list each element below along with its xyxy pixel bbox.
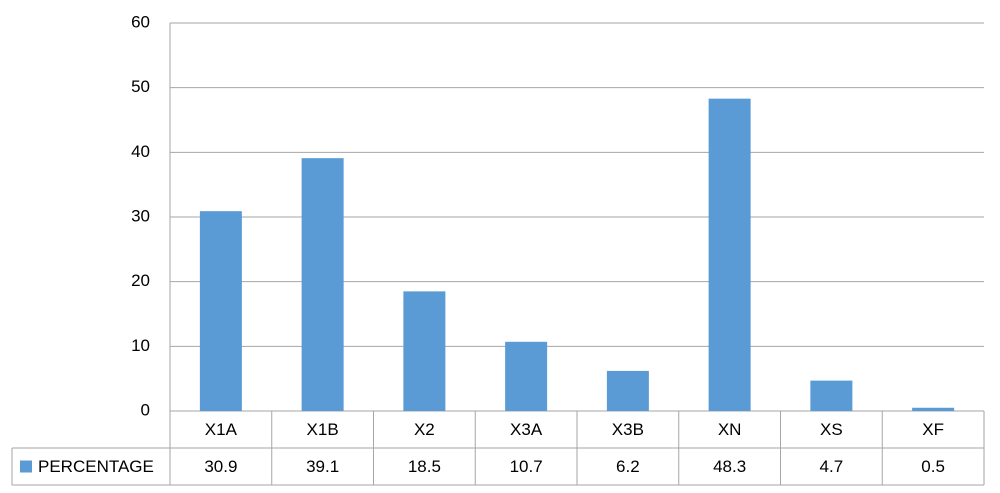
table-value: 30.9 [204, 457, 237, 476]
bar [708, 98, 751, 411]
x-tick-label: XF [922, 420, 944, 439]
y-tick-label: 0 [141, 400, 150, 419]
y-tick-label: 50 [131, 77, 150, 96]
bar [912, 407, 955, 411]
table-value: 0.5 [921, 457, 945, 476]
table-value: 39.1 [306, 457, 339, 476]
y-tick-label: 20 [131, 271, 150, 290]
x-tick-label: X1A [205, 420, 238, 439]
y-tick-label: 40 [131, 142, 150, 161]
legend-label: PERCENTAGE [38, 457, 154, 476]
x-tick-label: X2 [414, 420, 435, 439]
bar [403, 291, 446, 411]
bar [606, 370, 649, 411]
table-value: 6.2 [616, 457, 640, 476]
bar [199, 211, 242, 411]
table-value: 4.7 [820, 457, 844, 476]
legend-swatch [20, 460, 32, 473]
x-tick-label: X3A [510, 420, 543, 439]
y-tick-label: 30 [131, 206, 150, 225]
bar [505, 341, 548, 411]
x-tick-label: X1B [307, 420, 339, 439]
bar [301, 158, 344, 411]
y-tick-label: 10 [131, 336, 150, 355]
x-tick-label: XS [820, 420, 843, 439]
table-value: 48.3 [713, 457, 746, 476]
y-tick-label: 60 [131, 12, 150, 31]
x-tick-label: X3B [612, 420, 644, 439]
table-value: 18.5 [408, 457, 441, 476]
bar [810, 380, 853, 411]
x-tick-label: XN [718, 420, 742, 439]
table-value: 10.7 [510, 457, 543, 476]
